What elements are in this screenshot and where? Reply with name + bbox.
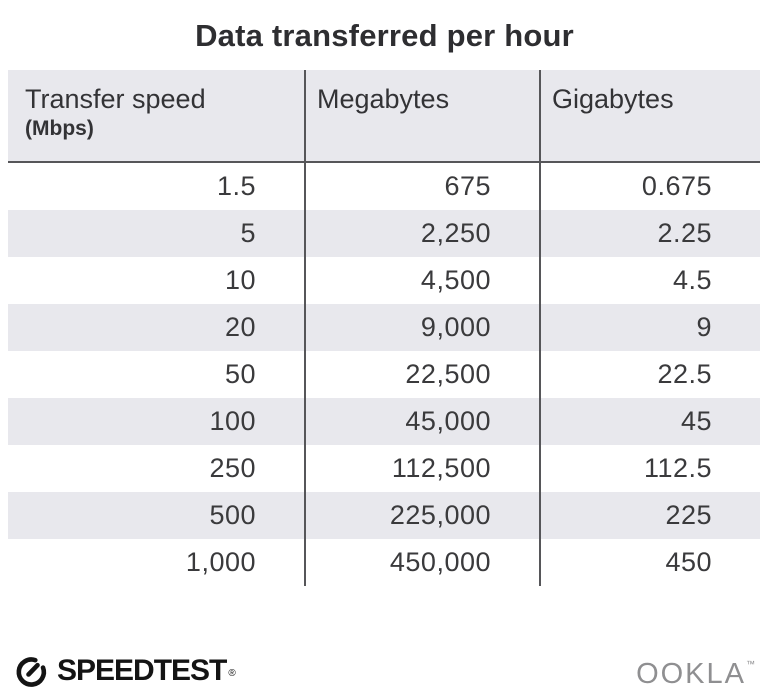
cell-megabytes: 675: [304, 163, 539, 210]
cell-speed: 100: [209, 406, 256, 436]
table-row: 250 112,500 112.5: [8, 445, 760, 492]
cell-megabytes: 22,500: [304, 351, 539, 398]
table-row: 10 4,500 4.5: [8, 257, 760, 304]
cell-speed: 1,000: [185, 547, 256, 577]
cell-gigabytes: 4.5: [539, 257, 760, 304]
cell-speed: 1.5: [216, 171, 256, 201]
footer: SPEEDTEST ® OOKLA ™: [0, 646, 769, 698]
data-table: Transfer speed (Mbps) Megabytes Gigabyte…: [8, 70, 760, 586]
speedtest-wordmark: SPEEDTEST: [57, 654, 227, 687]
trademark-symbol: ™: [746, 659, 755, 669]
header-gigabytes: Gigabytes: [539, 70, 760, 161]
speedtest-logo: SPEEDTEST ®: [12, 652, 236, 690]
table-row: 1,000 450,000 450: [8, 539, 760, 586]
cell-megabytes: 2,250: [304, 210, 539, 257]
page-title: Data transferred per hour: [195, 18, 574, 53]
cell-speed: 50: [224, 359, 256, 389]
table-row: 20 9,000 9: [8, 304, 760, 351]
cell-megabytes: 45,000: [304, 398, 539, 445]
header-transfer-speed: Transfer speed (Mbps): [8, 70, 304, 161]
header-transfer-speed-label: Transfer speed: [25, 84, 206, 114]
cell-megabytes: 4,500: [304, 257, 539, 304]
cell-speed: 250: [209, 453, 256, 483]
header-gigabytes-label: Gigabytes: [552, 84, 674, 114]
registered-trademark-symbol: ®: [228, 667, 236, 679]
table-header-row: Transfer speed (Mbps) Megabytes Gigabyte…: [8, 70, 760, 161]
table-row: 500 225,000 225: [8, 492, 760, 539]
table-row: 50 22,500 22.5: [8, 351, 760, 398]
cell-gigabytes: 45: [539, 398, 760, 445]
cell-speed: 10: [224, 265, 256, 295]
cell-megabytes: 450,000: [304, 539, 539, 586]
cell-gigabytes: 450: [539, 539, 760, 586]
cell-megabytes: 112,500: [304, 445, 539, 492]
cell-gigabytes: 225: [539, 492, 760, 539]
ookla-logo: OOKLA ™: [636, 658, 755, 691]
cell-gigabytes: 0.675: [539, 163, 760, 210]
table-row: 5 2,250 2.25: [8, 210, 760, 257]
table-body: 1.5 675 0.675 5 2,250 2.25 10 4,500 4.5 …: [8, 163, 760, 586]
header-megabytes-label: Megabytes: [317, 84, 450, 114]
speedtest-gauge-icon: [12, 652, 50, 690]
cell-gigabytes: 112.5: [539, 445, 760, 492]
cell-gigabytes: 2.25: [539, 210, 760, 257]
header-megabytes: Megabytes: [304, 70, 539, 161]
cell-speed: 20: [224, 312, 256, 342]
cell-megabytes: 225,000: [304, 492, 539, 539]
cell-gigabytes: 9: [539, 304, 760, 351]
ookla-wordmark: OOKLA: [636, 658, 746, 690]
cell-speed: 5: [240, 218, 256, 248]
header-divider-line: [8, 161, 760, 163]
header-transfer-speed-unit: (Mbps): [25, 117, 94, 141]
cell-speed: 500: [209, 500, 256, 530]
table-row: 1.5 675 0.675: [8, 163, 760, 210]
cell-megabytes: 9,000: [304, 304, 539, 351]
cell-gigabytes: 22.5: [539, 351, 760, 398]
table-row: 100 45,000 45: [8, 398, 760, 445]
